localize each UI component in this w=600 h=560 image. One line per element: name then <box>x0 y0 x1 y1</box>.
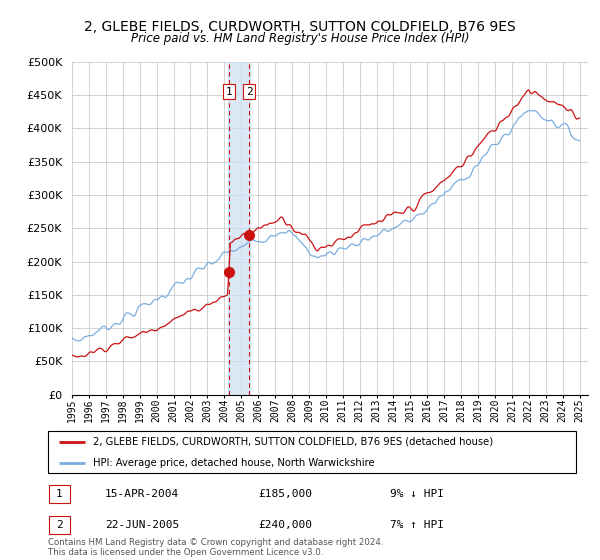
Text: 15-APR-2004: 15-APR-2004 <box>105 489 179 499</box>
Bar <box>229 62 250 395</box>
Text: 2: 2 <box>56 520 63 530</box>
Text: 7% ↑ HPI: 7% ↑ HPI <box>390 520 444 530</box>
Text: Price paid vs. HM Land Registry's House Price Index (HPI): Price paid vs. HM Land Registry's House … <box>131 32 469 45</box>
Text: 9% ↓ HPI: 9% ↓ HPI <box>390 489 444 499</box>
Text: 1: 1 <box>226 87 233 96</box>
Text: £240,000: £240,000 <box>258 520 312 530</box>
Text: Contains HM Land Registry data © Crown copyright and database right 2024.
This d: Contains HM Land Registry data © Crown c… <box>48 538 383 557</box>
Text: 2: 2 <box>246 87 253 96</box>
Text: £185,000: £185,000 <box>258 489 312 499</box>
Text: 1: 1 <box>56 489 63 499</box>
Text: 22-JUN-2005: 22-JUN-2005 <box>105 520 179 530</box>
Text: 2, GLEBE FIELDS, CURDWORTH, SUTTON COLDFIELD, B76 9ES (detached house): 2, GLEBE FIELDS, CURDWORTH, SUTTON COLDF… <box>93 437 493 447</box>
Text: 2, GLEBE FIELDS, CURDWORTH, SUTTON COLDFIELD, B76 9ES: 2, GLEBE FIELDS, CURDWORTH, SUTTON COLDF… <box>84 20 516 34</box>
Text: HPI: Average price, detached house, North Warwickshire: HPI: Average price, detached house, Nort… <box>93 458 374 468</box>
